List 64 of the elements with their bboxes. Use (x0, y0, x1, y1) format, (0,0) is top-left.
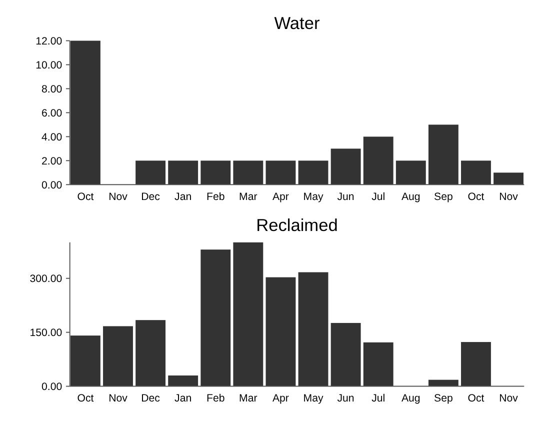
x-tick-label: May (303, 392, 324, 405)
x-tick-label: Jun (337, 392, 354, 405)
bar (136, 160, 166, 185)
bar (200, 160, 231, 185)
bar (330, 322, 361, 386)
bar (266, 160, 296, 185)
bar (103, 326, 133, 386)
bar (298, 160, 328, 185)
x-tick-label: Oct (77, 392, 94, 405)
x-tick-label: Sep (434, 191, 453, 204)
x-tick-label: Oct (468, 191, 484, 204)
x-tick-label: Mar (239, 191, 258, 204)
x-tick-label: Sep (434, 392, 453, 405)
bar (363, 342, 394, 386)
bar (168, 160, 198, 185)
y-tick-label: 10.00 (36, 59, 62, 72)
y-tick-label: 8.00 (42, 83, 62, 96)
chart-title: Reclaimed (256, 214, 338, 235)
bar (428, 380, 458, 386)
x-tick-label: Dec (141, 392, 161, 405)
bar (330, 148, 361, 185)
x-tick-label: Aug (401, 392, 420, 405)
x-tick-label: Jul (372, 392, 386, 405)
x-tick-label: Nov (499, 392, 519, 405)
x-tick-label: Jul (372, 191, 386, 204)
x-tick-label: Feb (206, 392, 225, 405)
y-tick-label: 4.00 (42, 131, 62, 144)
bar (70, 336, 100, 386)
bar (494, 172, 524, 185)
y-tick-label: 0.00 (42, 179, 62, 192)
x-tick-label: Jun (337, 191, 354, 204)
x-tick-label: Aug (401, 191, 420, 204)
bar (396, 160, 426, 185)
x-tick-label: Jan (174, 191, 192, 204)
bar (168, 375, 198, 386)
y-tick-label: 0.00 (42, 380, 62, 393)
bar (298, 272, 328, 386)
x-tick-label: Apr (272, 392, 290, 405)
bar (461, 160, 491, 185)
x-tick-label: Nov (108, 191, 128, 204)
x-tick-label: Apr (272, 191, 290, 204)
bar (266, 277, 296, 386)
bar (233, 242, 264, 386)
bar (136, 320, 166, 386)
bar (461, 342, 491, 386)
bar (200, 250, 231, 386)
x-tick-label: Mar (239, 392, 258, 405)
y-tick-label: 300.00 (30, 273, 62, 286)
y-tick-label: 12.00 (36, 35, 62, 48)
x-tick-label: Nov (499, 191, 519, 204)
bar (233, 160, 264, 185)
y-tick-label: 6.00 (42, 107, 62, 120)
x-tick-label: Nov (108, 392, 128, 405)
chart-title: Water (274, 13, 320, 34)
bar (363, 136, 394, 185)
x-tick-label: May (303, 191, 324, 204)
y-tick-label: 150.00 (30, 327, 62, 340)
x-tick-label: Feb (206, 191, 225, 204)
bar (428, 124, 458, 185)
x-tick-label: Dec (141, 191, 161, 204)
y-tick-label: 2.00 (42, 155, 62, 168)
x-tick-label: Jan (174, 392, 192, 405)
x-tick-label: Oct (77, 191, 94, 204)
x-tick-label: Oct (468, 392, 484, 405)
